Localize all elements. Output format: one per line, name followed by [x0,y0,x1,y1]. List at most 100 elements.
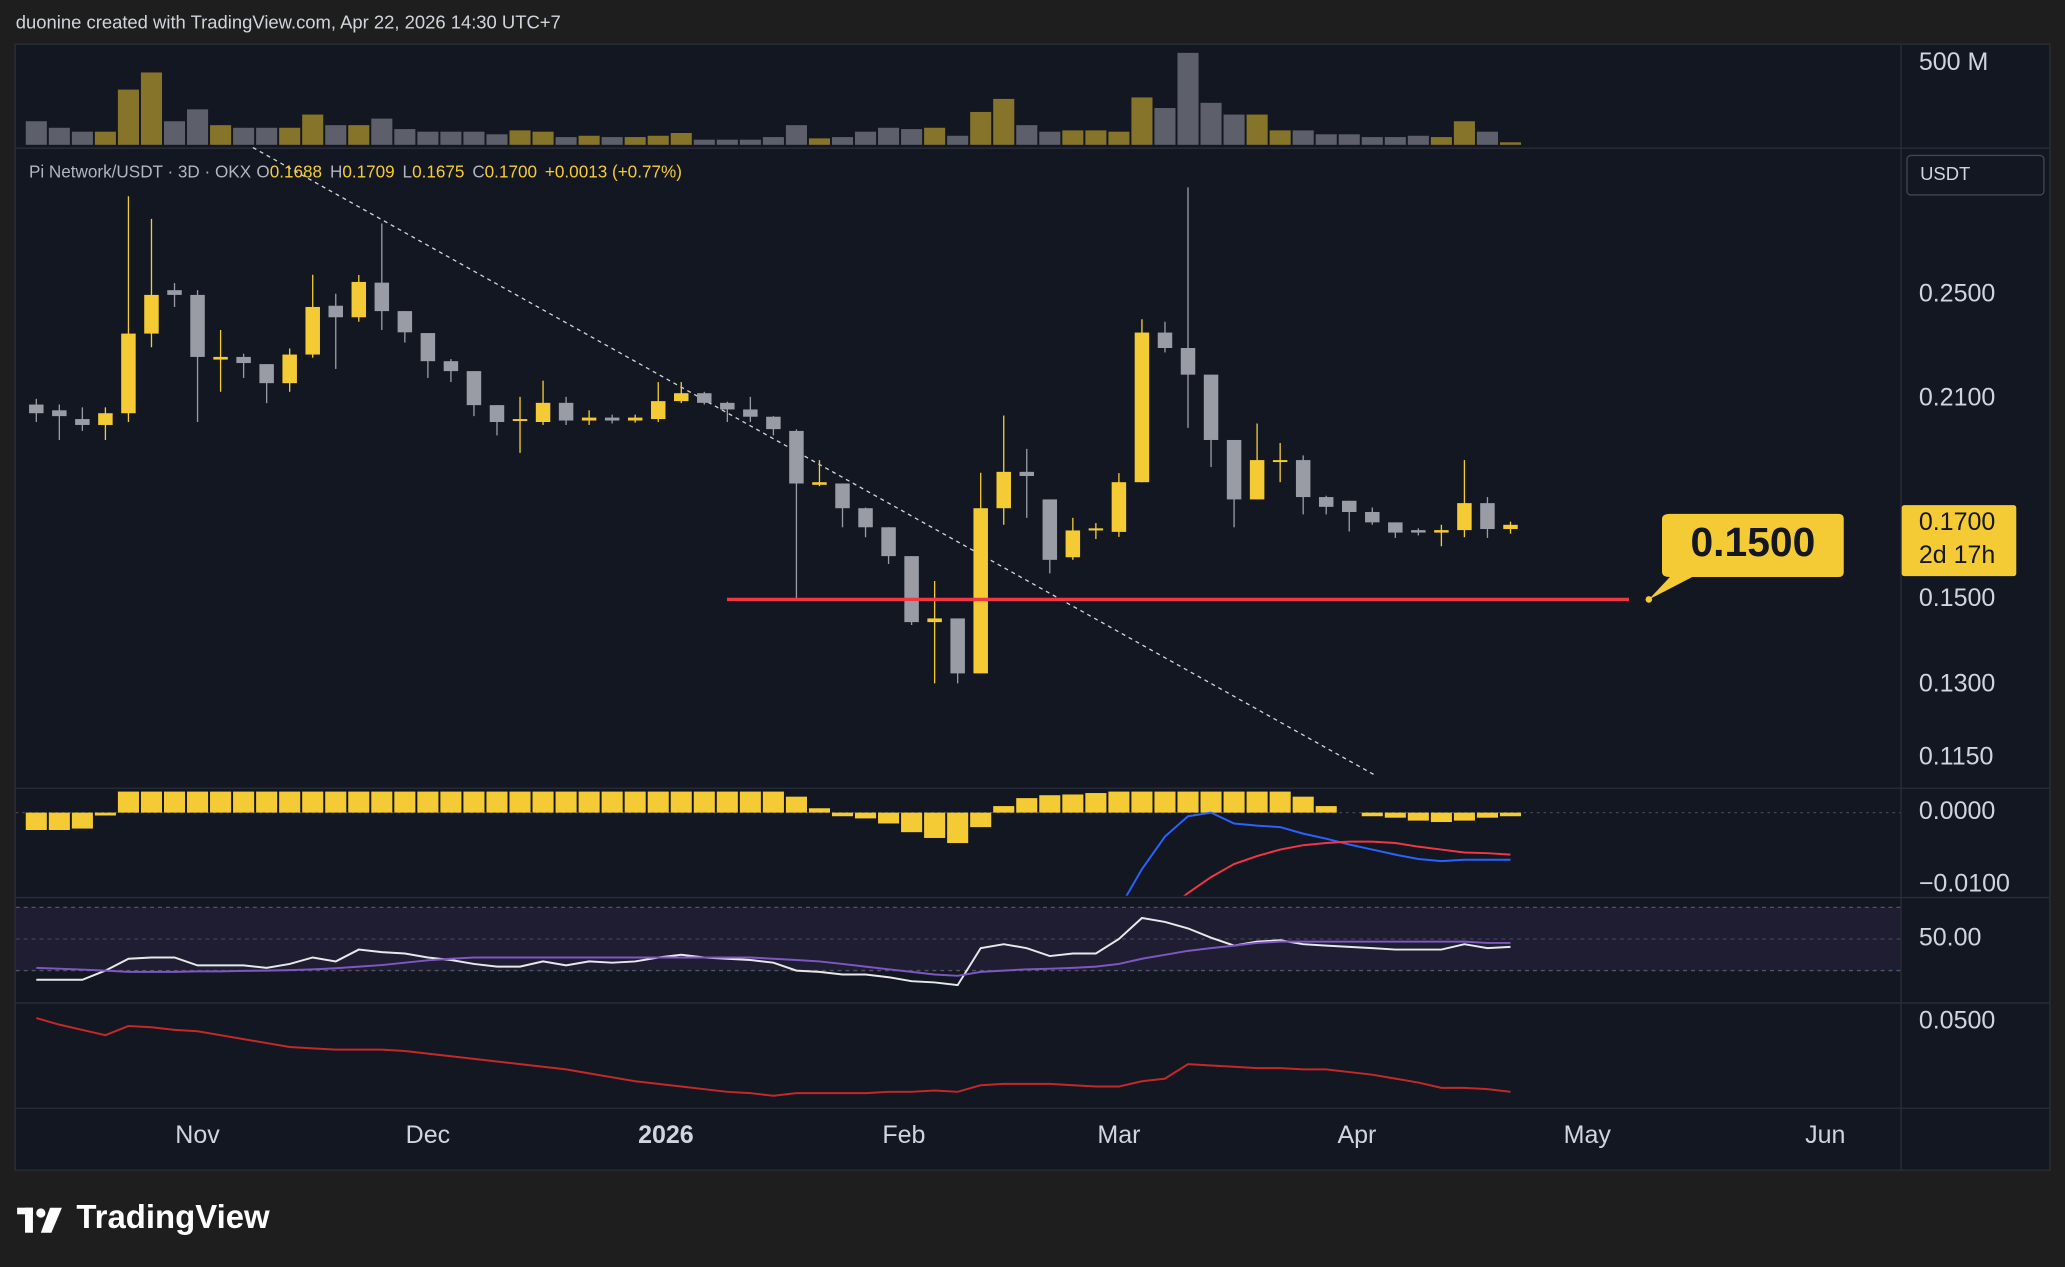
candle-body [858,508,873,528]
histogram-bar [854,812,877,819]
y-tick-label: 50.00 [1919,924,1982,952]
candle-body [812,482,827,485]
candle-body [443,361,459,372]
histogram-bar [1108,791,1130,813]
candle-body [1111,482,1127,532]
histogram-bar [1499,812,1522,817]
volume-bar [924,127,946,145]
callout-box [1648,513,1844,600]
volume-bar [1453,121,1475,145]
volume-bar [670,132,692,145]
volume-bar [739,139,761,145]
x-tick-label: Apr [1337,1121,1376,1149]
volume-bar [808,138,831,145]
y-tick-label: 0.2500 [1919,280,1996,308]
histogram-bar [1453,812,1475,821]
volume-bar [716,139,738,145]
candle-body [604,417,620,421]
volume-bar [878,127,900,145]
volume-bar [394,129,416,145]
x-tick-label: Feb [882,1121,925,1149]
candle-body [52,410,67,417]
y-tick-label: 0.1500 [1919,584,1996,612]
legend-value: 0.1675 [412,162,464,181]
candle-body [374,282,390,312]
volume-bar [256,127,278,145]
volume-bar [187,109,209,145]
histogram-bar [1430,812,1452,823]
indicator-line [1125,811,1511,896]
indicator-line [36,916,1511,987]
candle-body [627,417,643,421]
volume-bar [1223,114,1245,145]
candle-body [75,419,90,425]
volume-bar [71,131,93,145]
last-price-box [1901,505,2017,577]
y-tick-label: 500 M [1919,48,1989,76]
volume-bar [463,131,485,145]
candle-body [167,290,182,295]
candle-body [1157,332,1173,348]
candle-body [697,393,712,403]
x-tick-label: Dec [406,1121,450,1149]
histogram-bar [325,791,347,813]
volume-bar [647,135,669,145]
volume-bar [1407,135,1429,145]
volume-bar [1062,130,1084,145]
candle-body [1226,439,1242,500]
volume-bar [1430,137,1452,145]
volume-bar [140,72,163,145]
candle-body [466,371,482,406]
legend-title: Pi Network/USDT · 3D · OKX [29,162,252,181]
x-tick-label: 2026 [638,1121,694,1149]
candle-body [1434,530,1449,533]
x-tick-label: May [1564,1121,1612,1149]
countdown-label: 2d 17h [1919,541,1996,569]
volume-bar [693,139,715,145]
y-tick-label: 0.0500 [1919,1007,1996,1035]
histogram-bar [163,791,186,813]
candle-body [835,483,850,509]
attribution: duonine created with TradingView.com, Ap… [16,12,561,33]
logo-shape [40,1207,62,1233]
histogram-bar [1154,791,1176,813]
candle-body [1457,503,1472,531]
candle-body [674,393,689,402]
volume-bar [901,129,923,145]
pane [29,187,1630,684]
histogram-bar [601,791,623,813]
volume-bar [117,89,139,145]
histogram-bar [210,791,232,813]
histogram-bar [578,791,600,813]
trend-line [252,146,1374,775]
legend-change: +0.0013 (+0.77%) [545,162,682,181]
histogram-bar [1062,794,1084,813]
candle-body [282,354,297,384]
y-tick-label: −0.0100 [1919,870,2010,898]
histogram-bar [1407,812,1429,821]
candle-body [766,416,781,430]
candle-body [927,618,942,623]
x-tick-label: Jun [1805,1121,1845,1149]
legend-value: 0.1688 [270,162,322,181]
volume-bar [210,125,232,145]
histogram-bar [1223,791,1245,813]
volume-bar [1269,130,1291,145]
callout-anchor [1645,596,1653,603]
candle-body [29,404,44,414]
candle-body [351,281,367,318]
histogram-bar [48,812,70,830]
volume-bar [578,135,600,145]
y-tick-label: 0.2100 [1919,383,1996,411]
histogram-bar [739,791,761,813]
brand-logo: TradingView [17,1198,270,1235]
legend-key: C [472,162,484,181]
candle-body [512,419,528,422]
volume-bar [785,125,807,145]
legend-key: H [330,162,342,181]
candle-body [996,471,1011,509]
candle-body [904,556,919,623]
volume-bar [1292,130,1314,145]
volume-bar [94,131,116,145]
volume-bar [1200,102,1222,145]
